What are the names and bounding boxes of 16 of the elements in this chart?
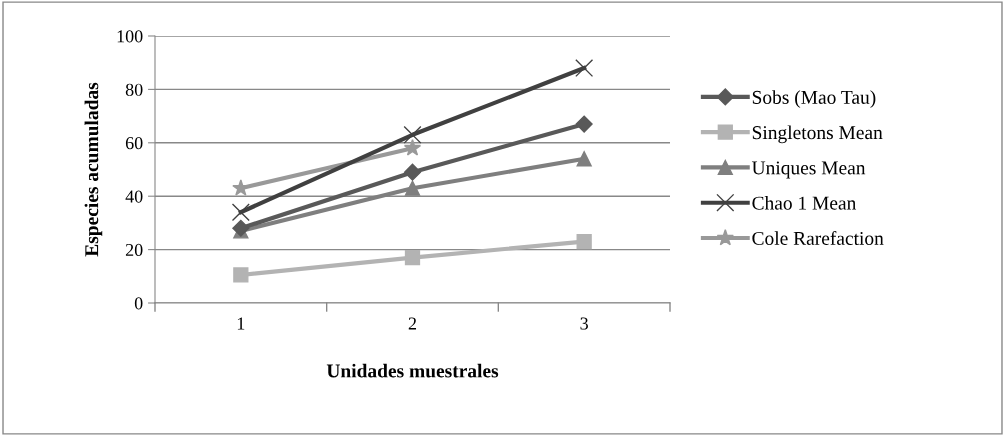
x-tick-label: 2 (408, 317, 417, 330)
y-tick-label: 0 (134, 297, 143, 310)
legend-label: Sobs (Mao Tau) (752, 90, 876, 108)
y-tick-label: 80 (125, 83, 143, 96)
x-tick-label: 3 (580, 317, 588, 330)
y-tick-label: 60 (125, 137, 143, 150)
legend-label: Uniques Mean (751, 161, 866, 179)
y-tick-label: 20 (125, 243, 143, 257)
y-axis-title: Especies acumuladas (84, 82, 103, 257)
legend-label: Singletons Mean (752, 125, 883, 144)
y-tick-label: 100 (117, 30, 143, 43)
legend-label: Chao 1 Mean (752, 196, 857, 210)
x-axis-title: Unidades muestrales (326, 363, 499, 378)
x-tick-label: 1 (237, 317, 245, 330)
legend-label: Cole Rarefaction (752, 231, 884, 245)
y-tick-label: 40 (125, 190, 143, 203)
